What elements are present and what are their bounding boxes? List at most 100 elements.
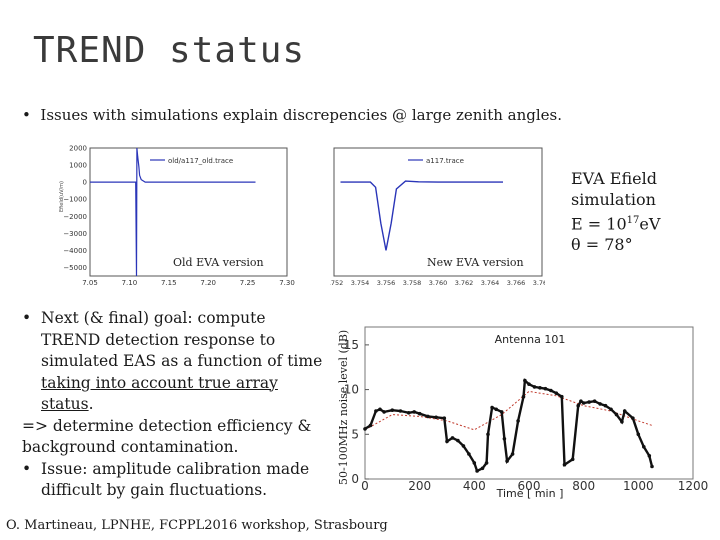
data-point [406, 411, 411, 415]
data-point [494, 407, 498, 412]
goal-line-2: TREND detection response to [41, 330, 276, 349]
x-tick-label: 200 [408, 479, 431, 493]
x-tick-label: 7.10 [122, 279, 138, 287]
x-tick-label: 3.766 [507, 279, 526, 287]
x-tick-label: 3.762 [455, 279, 474, 287]
chart-annotation: Old EVA version [173, 256, 264, 269]
data-point [475, 469, 479, 473]
issue-text: Issue: amplitude calibration made [41, 459, 310, 478]
antenna-101-noise-chart: Antenna 101 50-100MHz noise level (dB) 0… [337, 326, 708, 500]
y-tick-labels: 2000 1000 0 −1000 −2000 −3000 −4000 −5000 [63, 145, 87, 272]
energy-exponent: 17 [626, 215, 640, 226]
new-eva-trace-chart: 3.752 3.754 3.756 3.758 3.760 3.762 3.764 3.766… [330, 147, 545, 287]
data-point [647, 454, 652, 458]
data-point [456, 438, 460, 443]
data-point [516, 419, 520, 423]
goal-bullets: • Next (& final) goal: compute TREND det… [22, 308, 342, 502]
data-point [467, 452, 471, 456]
data-point [576, 403, 580, 408]
x-tick-label: 1200 [678, 479, 709, 493]
data-point [480, 466, 485, 471]
x-tick-label: 3.760 [429, 279, 448, 287]
data-point [445, 439, 449, 444]
data-point [603, 403, 608, 408]
x-tick-labels: 3.752 3.754 3.756 3.758 3.760 3.762 3.764 3.766… [330, 279, 545, 287]
goal-line-4: taking into account true array [41, 373, 278, 392]
x-tick-label: 7.30 [279, 279, 295, 287]
bullet-text: Issues with simulations explain discrepe… [40, 106, 563, 124]
y-tick-labels: 0 5 10 15 [344, 338, 369, 486]
energy-unit: eV [639, 214, 661, 234]
y-tick-label: −2000 [63, 213, 87, 221]
x-tick-label: 7.25 [240, 279, 256, 287]
goal-period: . [88, 395, 94, 413]
bullet-issues-simulations: • Issues with simulations explain discre… [22, 106, 562, 124]
legend-entry: a117.trace [426, 157, 464, 165]
data-point [527, 382, 531, 386]
data-point [532, 385, 537, 389]
chart-frame [333, 147, 543, 277]
legend-entry: old/a117_old.trace [168, 157, 233, 165]
data-point [650, 464, 654, 469]
data-point [426, 414, 430, 419]
y-tick-label: 0 [351, 472, 359, 486]
x-tick-label: 400 [463, 479, 486, 493]
y-tick-label: −1000 [63, 196, 87, 204]
goal-text: Next (& final) goal: compute [41, 309, 266, 327]
y-axis-label: Efield(uV/m) [59, 181, 65, 212]
data-point [412, 410, 416, 414]
goal-line-1: • Next (& final) goal: compute [22, 308, 342, 330]
x-tick-label: 0 [361, 479, 369, 493]
goal-line-5: status. [22, 394, 342, 416]
reference-series-line [364, 390, 653, 431]
bullet-marker: • [22, 106, 31, 124]
data-point [554, 391, 559, 395]
x-tick-label: 3.764 [481, 279, 500, 287]
data-point [642, 445, 646, 449]
goal-line-7: background contamination. [22, 438, 239, 456]
data-point [484, 461, 489, 465]
data-point [490, 405, 494, 410]
data-point [598, 402, 602, 406]
data-point [523, 378, 527, 383]
data-point [502, 437, 507, 441]
data-point [562, 462, 567, 467]
note-line-2: simulation [571, 190, 656, 209]
data-point [609, 407, 613, 412]
data-point [587, 400, 591, 404]
chart-frame [364, 326, 694, 480]
y-tick-label: −3000 [63, 230, 87, 238]
data-point [486, 432, 490, 437]
goal-status-word: status [41, 395, 89, 413]
bullet-marker: • [22, 309, 32, 327]
x-axis-label: Time [ min ] [496, 487, 564, 500]
slide-title: TREND status [33, 30, 306, 71]
x-tick-label: 1000 [623, 479, 654, 493]
y-tick-label: 5 [351, 427, 359, 441]
data-point [622, 409, 627, 413]
y-tick-label: 15 [344, 338, 359, 352]
noise-points [363, 378, 654, 473]
data-point [510, 452, 515, 456]
data-point [614, 412, 619, 417]
data-point [570, 457, 575, 462]
goal-line-8: • Issue: amplitude calibration made [22, 459, 342, 481]
x-tick-label: 800 [572, 479, 595, 493]
x-tick-label: 3.758 [403, 279, 422, 287]
note-line-4: θ = 78° [571, 235, 633, 255]
data-point [521, 394, 526, 399]
data-point [382, 410, 386, 414]
data-point [631, 416, 635, 420]
x-tick-labels: 7.05 7.10 7.15 7.20 7.25 7.30 [82, 279, 295, 287]
chart-frame [89, 147, 288, 277]
x-tick-label: 7.20 [200, 279, 216, 287]
footer-credit: O. Martineau, LPNHE, FCPPL2016 workshop,… [6, 518, 388, 533]
y-tick-label: 2000 [69, 145, 87, 153]
data-point [450, 436, 455, 440]
y-axis-label: 50-100MHz noise level (dB) [337, 330, 350, 485]
data-point [398, 409, 403, 413]
y-tick-label: −4000 [63, 247, 87, 255]
x-tick-label: 3.756 [377, 279, 396, 287]
x-tick-labels: 0 200 400 600 800 1000 1200 [361, 479, 708, 493]
